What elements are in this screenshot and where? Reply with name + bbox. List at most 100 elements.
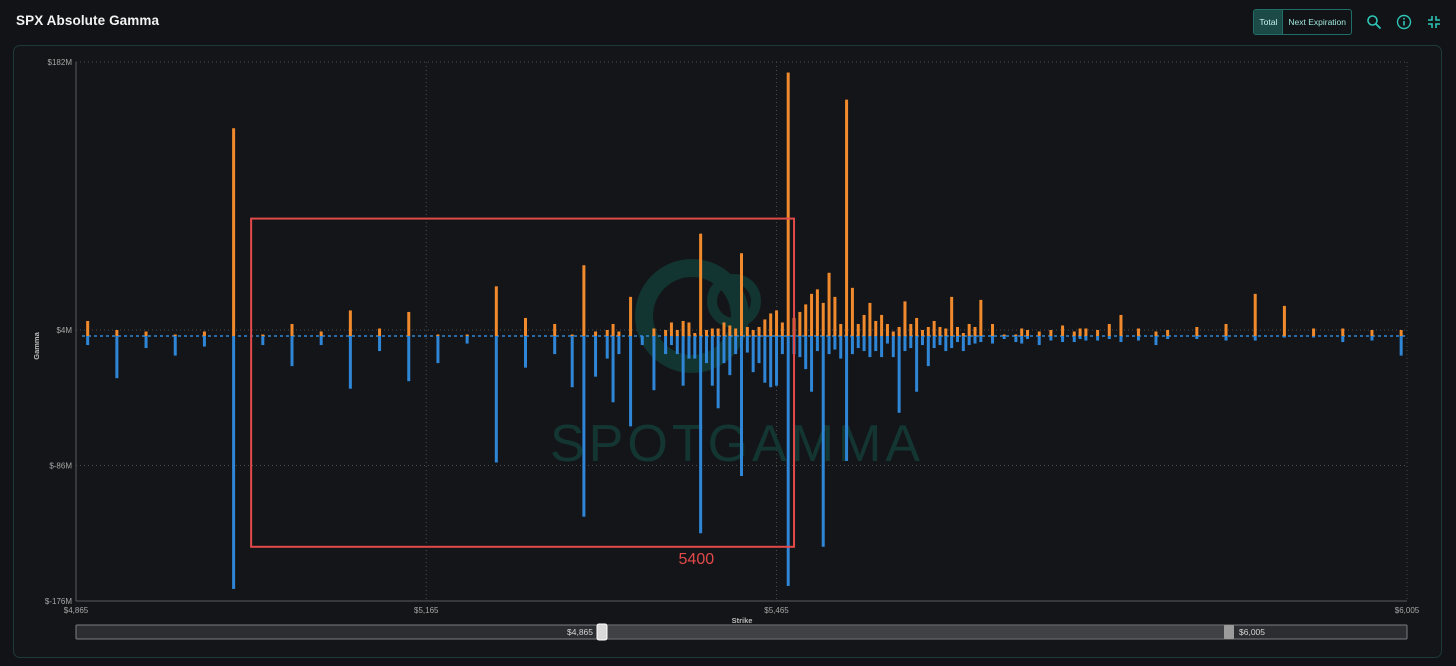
- positive-gamma-bar: [1154, 331, 1158, 337]
- slider-handle-max[interactable]: [1224, 625, 1234, 639]
- positive-gamma-bar: [967, 323, 971, 337]
- negative-gamma-bar: [1084, 336, 1088, 341]
- negative-gamma-bar: [436, 336, 440, 364]
- negative-gamma-bar: [751, 336, 755, 373]
- positive-gamma-bar: [436, 334, 440, 337]
- positive-gamma-bar: [862, 314, 866, 337]
- slider-min-label: $4,865: [567, 627, 593, 637]
- positive-gamma-bar: [891, 331, 895, 337]
- positive-gamma-bar: [885, 323, 889, 337]
- info-icon[interactable]: [1396, 14, 1412, 30]
- negative-gamma-bar: [775, 336, 779, 386]
- positive-gamma-bar: [290, 323, 294, 337]
- positive-gamma-bar: [926, 326, 930, 337]
- positive-gamma-bar: [810, 293, 814, 337]
- positive-gamma-bar: [909, 323, 913, 337]
- negative-gamma-bar: [611, 336, 615, 403]
- positive-gamma-bar: [1399, 329, 1403, 337]
- negative-gamma-bar: [1107, 336, 1111, 340]
- search-icon[interactable]: [1366, 14, 1382, 30]
- positive-gamma-bar: [880, 314, 884, 337]
- negative-gamma-bar: [570, 336, 574, 388]
- negative-gamma-bar: [920, 336, 924, 346]
- positive-gamma-bar: [1096, 329, 1100, 337]
- positive-gamma-bar: [920, 329, 924, 337]
- negative-gamma-bar: [290, 336, 294, 367]
- negative-gamma-bar: [780, 336, 784, 355]
- negative-gamma-bar: [494, 336, 498, 463]
- total-button[interactable]: Total: [1254, 10, 1284, 34]
- positive-gamma-bar: [821, 302, 825, 337]
- positive-gamma-bar: [348, 310, 352, 337]
- negative-gamma-bar: [605, 336, 609, 359]
- watermark: SPOTGAMMA: [550, 259, 920, 473]
- collapse-icon[interactable]: [1426, 14, 1442, 30]
- axes: $4,865 $5,165 $5,465 $6,005 $182M $4M $-86M $-1…: [45, 58, 1420, 615]
- negative-gamma-bar: [874, 336, 878, 352]
- negative-gamma-bar: [1166, 336, 1170, 340]
- positive-gamma-bar: [115, 329, 119, 337]
- positive-gamma-bar: [693, 333, 697, 337]
- negative-gamma-bar: [944, 336, 948, 352]
- negative-gamma-bar: [1096, 336, 1100, 341]
- negative-gamma-bar: [991, 336, 995, 344]
- negative-gamma-bar: [1002, 336, 1006, 340]
- positive-gamma-bar: [1084, 328, 1088, 337]
- negative-gamma-bar: [1119, 336, 1123, 343]
- positive-gamma-bar: [833, 296, 837, 337]
- positive-gamma-bar: [594, 331, 598, 337]
- negative-gamma-bar: [1078, 336, 1082, 340]
- negative-gamma-bar: [833, 336, 837, 350]
- negative-gamma-bar: [903, 336, 907, 352]
- negative-gamma-bar: [319, 336, 323, 346]
- negative-gamma-bar: [769, 336, 773, 388]
- positive-gamma-bar: [716, 328, 720, 337]
- negative-gamma-bar: [1224, 336, 1228, 341]
- negative-gamma-bar: [1282, 336, 1286, 338]
- positive-gamma-bar: [173, 334, 177, 337]
- positive-gamma-bar: [687, 322, 691, 337]
- negative-gamma-bar: [86, 336, 90, 346]
- positive-gamma-bar: [652, 328, 656, 337]
- positive-gamma-bar: [86, 320, 90, 337]
- positive-gamma-bar: [1166, 329, 1170, 337]
- next-expiration-button[interactable]: Next Expiration: [1288, 17, 1346, 27]
- positive-gamma-bar: [757, 326, 761, 337]
- negative-gamma-bar: [1061, 336, 1065, 343]
- positive-gamma-bar: [1136, 328, 1140, 337]
- x-tick-label: $6,005: [1395, 606, 1420, 615]
- annotation-box: [250, 217, 796, 548]
- negative-gamma-bar: [232, 336, 236, 589]
- negative-gamma-bar: [891, 336, 895, 358]
- x-tick-label: $5,165: [414, 606, 439, 615]
- x-axis-label: Strike: [732, 616, 753, 625]
- negative-gamma-bar: [202, 336, 206, 347]
- range-slider[interactable]: $4,865 $6,005: [75, 623, 1408, 641]
- negative-gamma-bar: [728, 336, 732, 376]
- positive-gamma-bar: [1253, 293, 1257, 337]
- negative-gamma-bar: [757, 336, 761, 364]
- slider-selection: [604, 626, 1228, 638]
- positive-gamma-bar: [144, 331, 148, 337]
- negative-gamma-bar: [745, 336, 749, 353]
- negative-gamma-bar: [1026, 336, 1030, 340]
- negative-gamma-bar: [763, 336, 767, 383]
- positive-gamma-bar: [319, 331, 323, 337]
- slider-handle-min[interactable]: [596, 623, 608, 641]
- negative-gamma-bar: [815, 336, 819, 352]
- negative-gamma-bar: [804, 336, 808, 370]
- positive-gamma-bar: [378, 328, 382, 337]
- positive-gamma-bar: [804, 304, 808, 337]
- positive-gamma-bar: [407, 311, 411, 337]
- negative-gamma-bar: [979, 336, 983, 343]
- positive-gamma-bar: [839, 323, 843, 337]
- slider-max-label: $6,005: [1239, 627, 1265, 637]
- negative-gamma-bar: [173, 336, 177, 356]
- negative-gamma-bar: [967, 336, 971, 346]
- negative-gamma-bar: [681, 336, 685, 386]
- positive-gamma-bar: [897, 326, 901, 337]
- negative-gamma-bar: [885, 336, 889, 344]
- negative-gamma-bar: [699, 336, 703, 534]
- expiration-toggle: Total Next Expiration: [1253, 9, 1352, 35]
- negative-gamma-bar: [827, 336, 831, 355]
